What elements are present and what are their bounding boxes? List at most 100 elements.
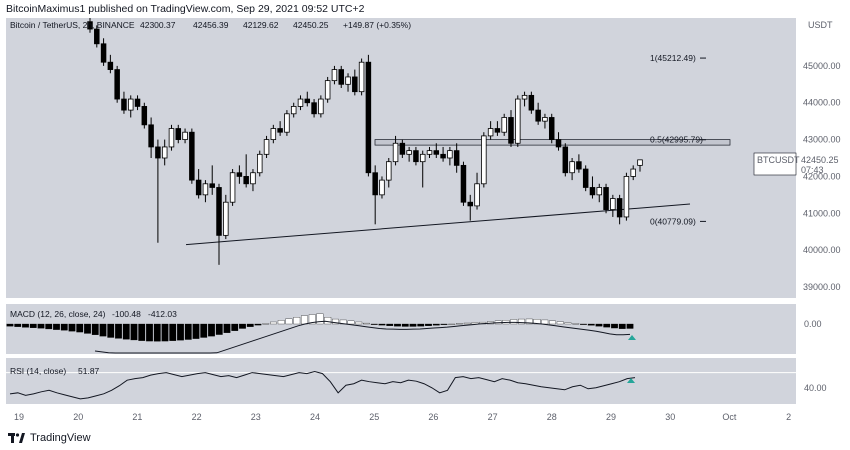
macd-histogram-bar [153,323,161,342]
candle [161,139,168,166]
macd-histogram-bar [618,323,626,329]
last-price-label: BTCUSDT 42450.25 07:43 [753,152,839,176]
candle-body-up [637,159,643,166]
candle [148,117,154,158]
footer-brand: TradingView [30,432,91,444]
candle [284,110,290,136]
candle [494,121,501,136]
candle [270,124,277,144]
candle [426,146,433,158]
macd-histogram-bar [564,322,572,325]
macd-histogram-bar [6,323,14,327]
macd-histogram-bar [510,319,518,325]
macd-histogram-bar [549,320,556,325]
candle [460,161,467,206]
macd-histogram-bar [316,313,324,325]
candle-body-up [386,161,392,181]
macd-histogram-bar [626,323,634,329]
candle-body-down [216,187,222,236]
fib-level-label: 1(45212.49) [650,53,696,63]
candle-body-down [440,153,446,159]
candle [474,172,480,210]
candle-body-up [623,176,630,218]
macd-histogram-bar [363,322,370,325]
candle-body-down [535,109,541,122]
macd-histogram-bar [293,317,301,325]
time-tick-label: 20 [73,412,83,422]
candle [236,165,243,184]
candle-body-down [460,164,467,203]
candle-body-up [542,117,548,122]
candle [372,165,378,225]
rsi-axis-tick: 40.00 [804,383,827,393]
candle-body-down [494,128,501,133]
candle [155,139,161,243]
macd-histogram-bar [332,318,339,325]
candle [338,65,344,88]
time-tick-label: Oct [722,412,737,422]
candle-body-up [521,94,528,100]
candle-body-down [87,21,93,30]
candle [290,102,297,118]
price-tick-label: 43000.00 [803,135,841,145]
candle-body-up [297,98,304,107]
candle-body-up [250,172,256,185]
candle [399,139,406,158]
candle-body-down [548,117,555,140]
footer[interactable]: TradingView [8,432,91,444]
candle-body-down [141,106,148,126]
fib-level-label: 0.5(42995.79) [650,135,703,145]
candle-body-down [603,187,609,210]
time-tick-label: 21 [132,412,142,422]
candle-body-up [168,128,175,148]
candle-body-up [345,76,351,85]
candle-body-up [324,80,331,100]
candle [209,165,215,195]
candle-body-down [94,28,100,45]
last-price-value: 42450.25 [801,155,839,165]
candle [413,146,419,166]
candle [481,132,487,188]
macd-histogram-bar [115,323,122,339]
candle [324,76,331,103]
candle-body-up [447,150,453,159]
macd-histogram-bar [184,323,192,340]
fib-level-label: 0(40779.09) [650,216,696,226]
macd-histogram-bar [22,323,29,328]
legend-high: 42456.39 [193,20,229,30]
macd-histogram-bar [146,323,153,342]
candle [406,146,412,162]
candle [141,102,148,129]
candle-body-up [318,98,324,115]
candle-body-down [528,94,535,111]
macd-histogram-bar [440,323,448,325]
macd-histogram-bar [456,323,463,325]
candle [352,69,358,96]
macd-histogram-bar [122,323,130,340]
candle [304,91,311,107]
candle [134,95,141,111]
candle [569,158,575,181]
rsi-panel [6,358,796,404]
macd-histogram-bar [37,323,45,329]
fib-levels: 1(45212.49) 0.5(42995.79) 0(40779.09) [650,53,706,226]
candle-body-down [399,142,406,155]
btc-chart[interactable]: 45000.00 44000.00 43000.00 42000.00 41000.00… [0,18,850,426]
candle [202,180,209,203]
time-tick-label: 19 [14,412,24,422]
candle-body-down [189,131,195,181]
time-tick-label: 29 [606,412,616,422]
legend-close: 42450.25 [293,20,329,30]
macd-histogram-bar [301,315,308,325]
macd-cross-marker [628,335,636,340]
candle-body-up [474,183,480,207]
last-price-symbol: BTCUSDT [757,155,800,165]
macd-histogram-bar [401,323,409,327]
macd-histogram-bar [324,317,332,325]
macd-histogram-bar [355,321,363,325]
macd-indicator [6,313,636,354]
candle-body-down [311,102,317,115]
macd-histogram-bar [386,323,394,326]
candle [121,91,127,114]
candle-body-down [304,98,311,104]
